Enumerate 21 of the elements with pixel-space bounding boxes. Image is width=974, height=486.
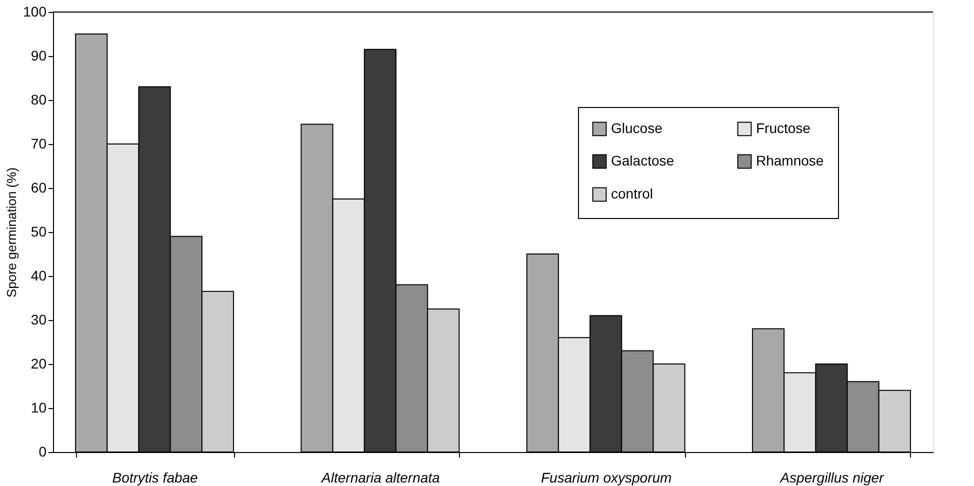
legend-label: control [611,186,654,202]
y-tick-label: 100 [23,4,47,20]
y-tick-label: 50 [30,224,47,240]
y-axis-title: Spore germination (%) [4,167,20,298]
y-tick-label: 40 [30,268,47,284]
x-tick-label: Botrytis fabae [112,470,198,486]
x-tick-label: Alternaria alternata [320,470,440,486]
y-tick-label: 20 [30,356,47,372]
y-tick-label: 80 [30,92,47,108]
legend-label: Galactose [611,152,674,168]
legend-label: Fructose [756,120,811,136]
y-tick-label: 60 [30,180,47,196]
legend-label: Glucose [611,120,663,136]
x-tick-label: Fusarium oxysporum [540,470,672,486]
y-tick-label: 30 [30,312,47,328]
x-tick-label: Aspergillus niger [779,470,886,486]
y-tick-label: 90 [30,48,47,64]
y-tick-label: 70 [30,136,47,152]
legend-label: Rhamnose [756,152,824,168]
y-tick-label: 0 [38,444,47,460]
y-tick-label: 10 [30,400,47,416]
